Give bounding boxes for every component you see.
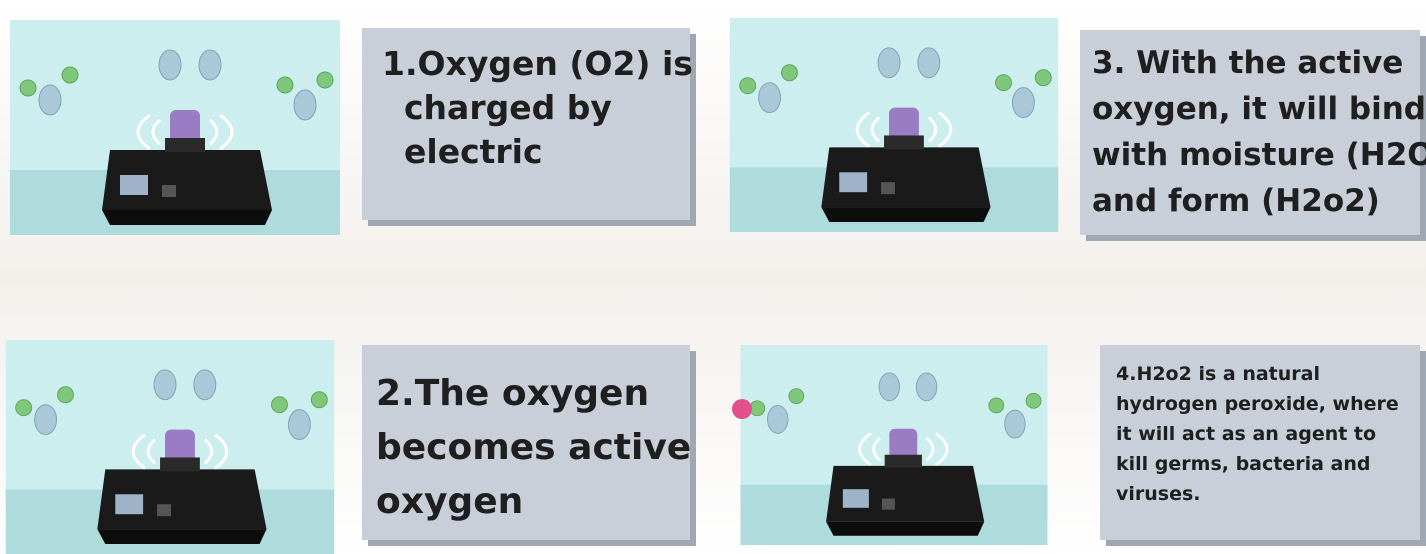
step-text: 1.Oxygen (O2) is (382, 42, 690, 86)
step-text: and form (H2o2) (1092, 178, 1420, 224)
page: 1.Oxygen (O2) ischarged byelectric 2.The… (0, 0, 1426, 554)
illustration-4 (728, 345, 1060, 545)
step-text: becomes active (376, 421, 690, 475)
illustration-1 (10, 20, 340, 235)
step-text: it will act as an agent to (1116, 419, 1420, 449)
step-text: with moisture (H2O) (1092, 132, 1420, 178)
illustration-3 (728, 18, 1060, 232)
step-text: oxygen (376, 475, 690, 529)
step-text: electric (382, 130, 690, 174)
step-text: oxygen, it will bind (1092, 86, 1420, 132)
step-text: charged by (382, 86, 690, 130)
step-text: hydrogen peroxide, where (1116, 389, 1420, 419)
step-text: 2.The oxygen (376, 367, 690, 421)
step-text: viruses. (1116, 479, 1420, 509)
step-text: 4.H2o2 is a natural (1116, 359, 1420, 389)
illustration-2 (5, 340, 335, 554)
step-text: 3. With the active (1092, 40, 1420, 86)
step-text: kill germs, bacteria and (1116, 449, 1420, 479)
germ-icon (732, 399, 752, 419)
